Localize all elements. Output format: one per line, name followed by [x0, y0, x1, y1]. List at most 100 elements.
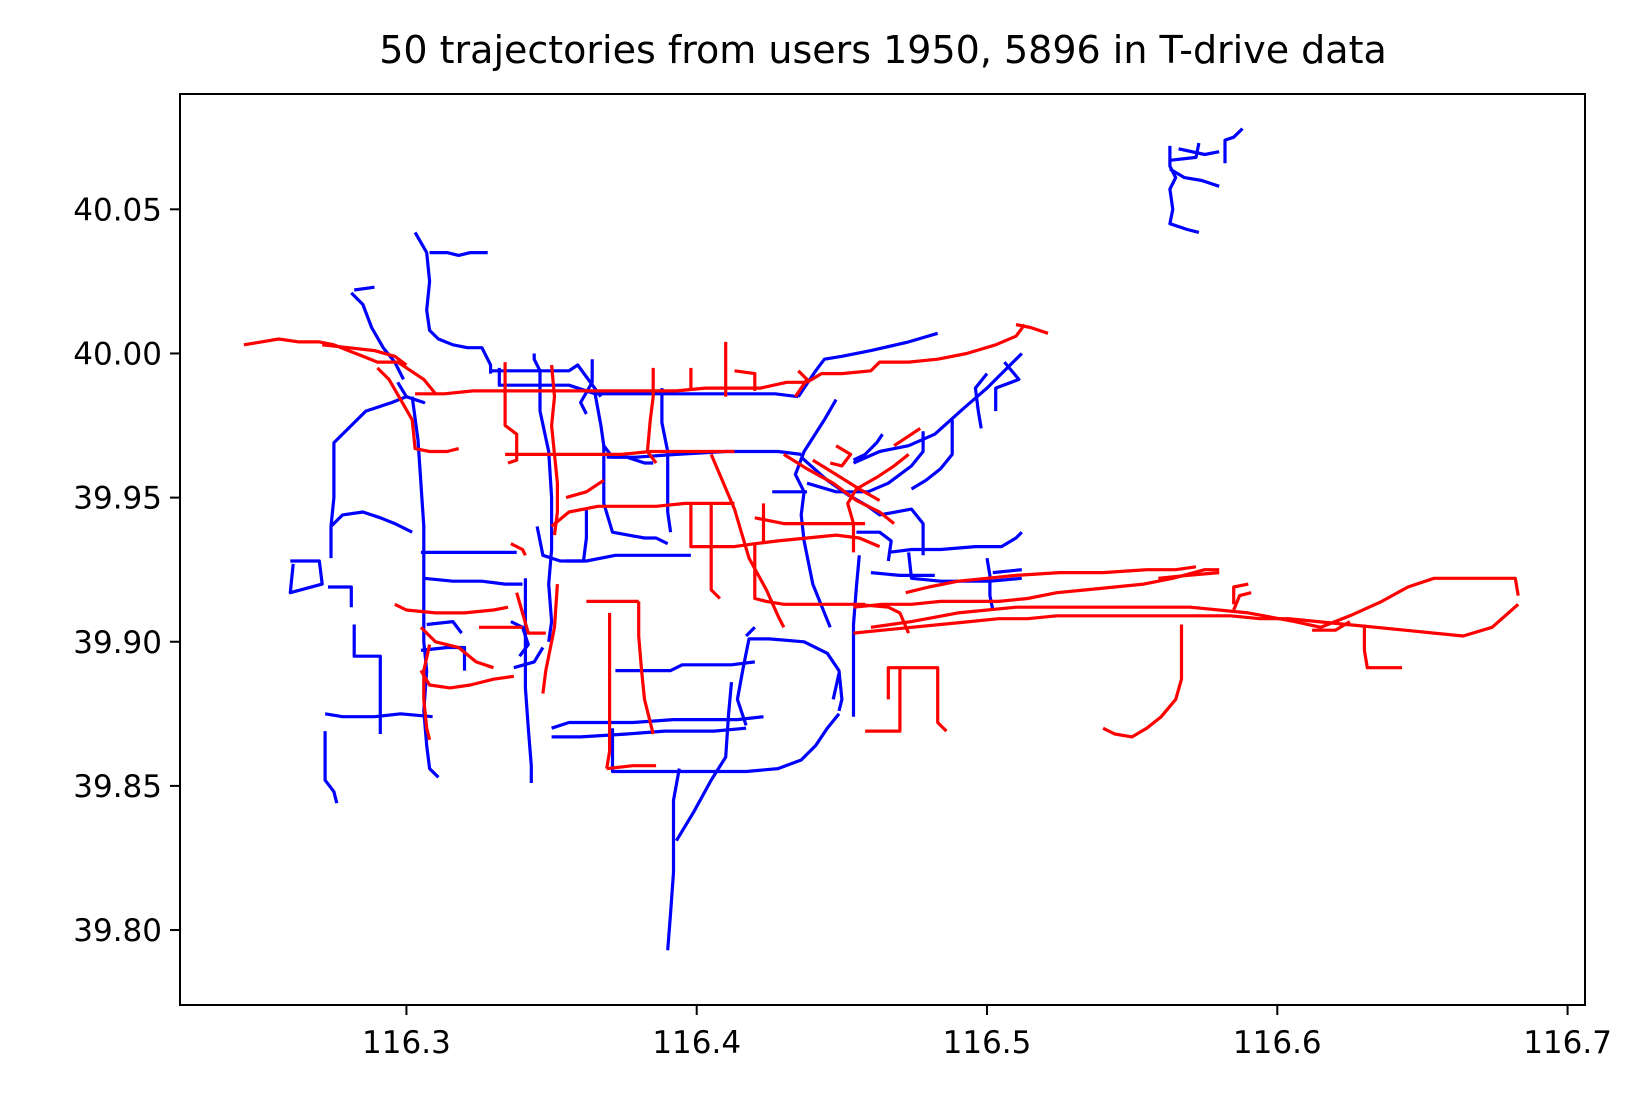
trajectory-line	[426, 619, 463, 635]
trajectory-line	[550, 501, 735, 528]
trajectory-line	[549, 364, 560, 536]
trajectory-line	[578, 359, 594, 415]
trajectory-line	[888, 531, 1023, 554]
y-tick-label: 39.85	[73, 769, 162, 805]
trajectory-line	[323, 731, 339, 804]
y-axis: 39.80 39.85 39.90 39.95 40.00 40.05	[73, 192, 180, 949]
trajectory-line	[905, 565, 1197, 595]
plot-frame	[179, 93, 1586, 1006]
trajectory-line	[523, 578, 533, 783]
trajectory-line	[744, 626, 756, 638]
x-tick-label: 116.5	[943, 1025, 1032, 1061]
trajectory-line	[1102, 624, 1184, 739]
trajectory-line	[794, 369, 809, 398]
trajectory-line	[1015, 323, 1049, 335]
trajectory-line	[753, 543, 866, 606]
trajectory-line	[551, 726, 747, 739]
series-layer	[243, 127, 1520, 951]
trajectory-line	[353, 285, 375, 292]
y-tick-label: 40.00	[73, 336, 162, 372]
trajectory-line	[322, 343, 408, 367]
y-tick-label: 39.90	[73, 625, 162, 661]
trajectory-line	[423, 576, 523, 586]
trajectory-line	[910, 419, 954, 491]
trajectory-line	[1232, 591, 1252, 611]
trajectory-line	[324, 712, 433, 719]
trajectory-line	[637, 601, 655, 735]
trajectory-line	[893, 427, 922, 448]
trajectory-line	[565, 478, 605, 500]
trajectory-line	[1312, 620, 1351, 632]
trajectory-line	[796, 331, 939, 398]
trajectory-line	[666, 768, 681, 951]
trajectory-line	[497, 367, 799, 399]
trajectory-line	[413, 231, 493, 374]
trajectory-line	[510, 542, 527, 557]
y-tick-label: 39.95	[73, 481, 162, 517]
trajectory-line	[429, 251, 488, 257]
trajectory-line	[865, 667, 902, 733]
trajectory-line	[782, 453, 896, 525]
trajectory-line	[973, 372, 989, 429]
trajectory-line	[645, 367, 658, 464]
trajectory-line	[806, 431, 925, 494]
trajectory-line	[513, 646, 545, 670]
trajectory-line	[735, 637, 844, 726]
trajectory-line	[419, 669, 515, 690]
y-tick-label: 39.80	[73, 913, 162, 949]
trajectory-line	[532, 353, 542, 372]
trajectory-line	[394, 602, 509, 615]
trajectory-line	[806, 323, 1026, 384]
trajectory-line	[352, 624, 382, 734]
trajectory-line	[1158, 571, 1220, 580]
trajectory-line	[811, 458, 881, 502]
trajectory-line	[422, 644, 432, 741]
trajectory-line	[734, 369, 757, 391]
trajectory-series	[288, 127, 1244, 951]
trajectory-line	[1362, 624, 1403, 670]
x-tick-label: 116.6	[1233, 1025, 1322, 1061]
trajectory-line	[606, 764, 657, 771]
trajectory-line	[870, 576, 1520, 629]
trajectory-line	[376, 366, 460, 454]
trajectory-line	[852, 352, 1023, 465]
trajectory-line	[1178, 147, 1220, 157]
trajectory-line	[415, 380, 807, 396]
trajectory-line	[709, 453, 786, 629]
trajectory-line	[350, 291, 405, 381]
trajectory-line	[288, 559, 324, 595]
trajectory-line	[615, 660, 755, 673]
trajectory-line	[992, 568, 1022, 575]
x-tick-label: 116.3	[362, 1025, 451, 1061]
trajectory-line	[602, 445, 669, 546]
trajectory-line	[605, 612, 612, 769]
trajectory-line	[793, 398, 838, 628]
trajectory-line	[410, 396, 440, 779]
trajectory-line	[994, 361, 1021, 412]
trajectory-line	[870, 571, 935, 578]
x-tick-label: 116.4	[652, 1025, 741, 1061]
trajectory-line	[856, 602, 911, 634]
y-tick-label: 40.05	[73, 192, 162, 228]
trajectory-line	[852, 433, 884, 462]
trajectory-line	[660, 388, 673, 533]
trajectory-line	[675, 681, 734, 842]
x-tick-label: 116.7	[1523, 1025, 1612, 1061]
trajectory-line	[886, 666, 948, 733]
trajectory-line	[851, 555, 861, 717]
trajectory-line	[709, 503, 722, 600]
trajectory-line	[1232, 582, 1249, 605]
trajectory-line	[566, 553, 691, 563]
trajectory-line	[505, 449, 735, 456]
trajectory-line	[829, 444, 853, 468]
trajectory-line	[329, 381, 426, 559]
trajectory-line	[328, 585, 353, 608]
trajectory-line	[538, 370, 554, 643]
trajectory-line	[329, 510, 413, 534]
trajectory-line	[856, 530, 893, 562]
trajectory-line	[754, 516, 866, 526]
trajectory-line	[515, 592, 546, 635]
x-axis: 116.3 116.4 116.5 116.6 116.7	[362, 1005, 1612, 1061]
trajectory-line	[1169, 142, 1201, 162]
